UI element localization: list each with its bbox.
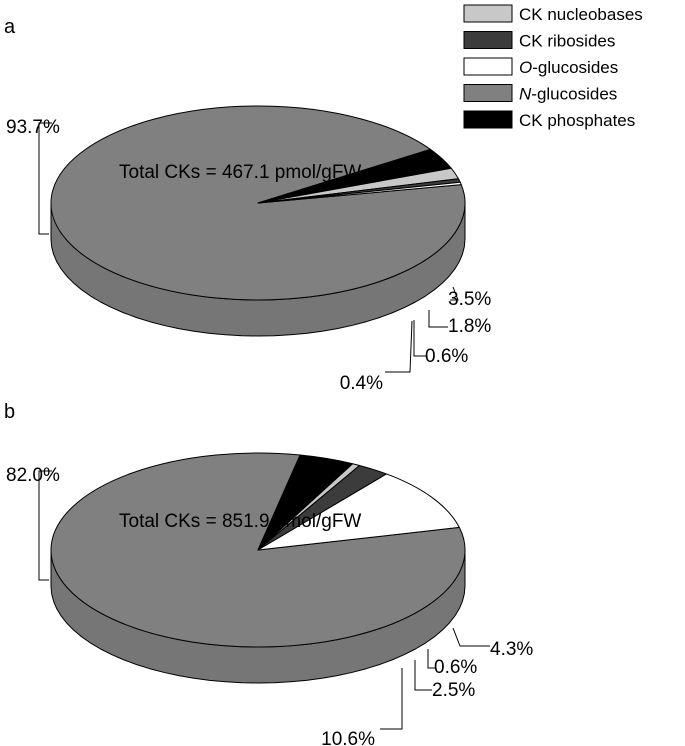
legend: CK nucleobases CK ribosides O-glucosides N-… — [463, 4, 643, 130]
legend-label-ck-nucleobases: CK nucleobases — [519, 5, 643, 24]
leader-line-ck-nucleobases — [427, 649, 436, 669]
percent-label-n-glucosides: 93.7% — [6, 117, 60, 138]
panel-a-letter: a — [4, 16, 16, 38]
pie-panel-b: b Total CKs = 851.9 pmol/gFW 82.0% 4.3% 0.… — [4, 401, 533, 746]
percent-label-ck-phosphates: 4.3% — [490, 639, 533, 660]
percent-label-o-glucosides: 0.4% — [340, 373, 383, 394]
percent-label-ck-nucleobases: 0.6% — [434, 657, 477, 678]
leader-line-n-glucosides — [38, 122, 52, 235]
pie-chart-a — [50, 105, 466, 337]
percent-label-n-glucosides: 82.0% — [6, 465, 60, 486]
legend-swatch-o-glucosides — [463, 57, 513, 76]
leader-line-ck-ribosides — [413, 320, 426, 357]
pie-a-percent-labels: 93.7% 3.5% 1.8% 0.6% 0.4% — [6, 117, 491, 394]
pie-chart-b — [50, 452, 466, 684]
leader-line-ck-ribosides — [414, 660, 432, 691]
legend-label-ck-ribosides: CK ribosides — [519, 32, 615, 51]
leader-line-ck-phosphates — [450, 286, 459, 301]
percent-label-ck-ribosides: 2.5% — [432, 680, 475, 701]
legend-swatch-ck-ribosides — [463, 31, 513, 49]
leader-line-n-glucosides — [38, 470, 52, 581]
percent-label-o-glucosides: 10.6% — [321, 729, 375, 746]
pie-b-total-label: Total CKs = 851.9 pmol/gFW — [119, 511, 361, 532]
percent-label-ck-nucleobases: 1.8% — [448, 316, 491, 337]
pie-panel-a: a Total CKs = 467.1 pmol/gFW 93.7% 3.5% 1.… — [4, 16, 491, 394]
legend-label-o-glucosides: O-glucosides — [519, 58, 618, 77]
pie-slice-o-glucosides — [257, 181, 462, 204]
percent-label-ck-ribosides: 0.6% — [425, 346, 468, 367]
leader-line-ck-phosphates — [452, 627, 490, 647]
percent-label-ck-phosphates: 3.5% — [448, 289, 491, 310]
pie-slice-o-glucosides — [257, 473, 460, 551]
legend-swatch-ck-nucleobases — [463, 4, 513, 23]
leader-line-o-glucosides — [380, 668, 403, 730]
leader-line-o-glucosides — [385, 320, 413, 373]
legend-label-ck-phosphates: CK phosphates — [519, 111, 635, 130]
leader-line-ck-nucleobases — [428, 310, 448, 328]
legend-swatch-ck-phosphates — [463, 110, 513, 129]
pie-a-total-label: Total CKs = 467.1 pmol/gFW — [119, 162, 361, 183]
legend-label-n-glucosides: N-glucosides — [519, 85, 617, 104]
pie-b-percent-labels: 82.0% 4.3% 0.6%2.5% 10.6% — [6, 465, 533, 746]
legend-swatch-n-glucosides — [463, 84, 513, 102]
panel-b-letter: b — [4, 401, 15, 423]
